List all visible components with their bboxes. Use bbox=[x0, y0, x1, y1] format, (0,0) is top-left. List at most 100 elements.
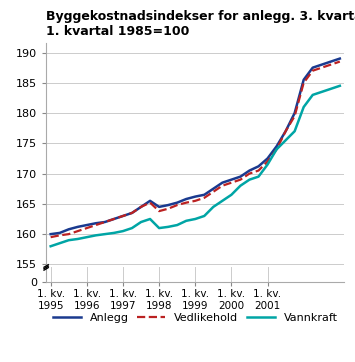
Anlegg bbox=[329, 59, 333, 64]
Anlegg bbox=[157, 205, 161, 209]
Vannkraft bbox=[148, 217, 152, 221]
Vedlikehold bbox=[130, 211, 134, 215]
Anlegg bbox=[49, 232, 53, 236]
Vedlikehold bbox=[229, 181, 234, 185]
Anlegg bbox=[166, 203, 170, 207]
Vannkraft bbox=[166, 225, 170, 229]
Vedlikehold bbox=[175, 203, 179, 207]
Anlegg bbox=[293, 111, 297, 115]
Vannkraft bbox=[301, 105, 306, 109]
Vannkraft bbox=[329, 87, 333, 91]
Vannkraft bbox=[256, 174, 261, 179]
Vedlikehold bbox=[85, 226, 89, 230]
Vannkraft bbox=[103, 232, 107, 236]
Vedlikehold bbox=[238, 177, 242, 182]
Vedlikehold bbox=[311, 68, 315, 73]
Vedlikehold bbox=[247, 172, 252, 176]
Vannkraft bbox=[157, 226, 161, 230]
Vannkraft bbox=[311, 93, 315, 97]
Vedlikehold bbox=[94, 223, 98, 227]
Vedlikehold bbox=[193, 199, 197, 203]
Vedlikehold bbox=[49, 235, 53, 239]
Anlegg bbox=[67, 227, 71, 231]
Vedlikehold bbox=[184, 201, 189, 205]
Anlegg bbox=[130, 211, 134, 215]
Vedlikehold bbox=[338, 59, 342, 64]
Vannkraft bbox=[76, 237, 80, 241]
Vannkraft bbox=[67, 238, 71, 242]
Vedlikehold bbox=[256, 168, 261, 173]
Vannkraft bbox=[85, 235, 89, 239]
Anlegg bbox=[202, 193, 206, 197]
Vannkraft bbox=[284, 138, 288, 143]
Anlegg bbox=[184, 197, 189, 201]
Anlegg bbox=[338, 56, 342, 61]
Anlegg bbox=[320, 63, 324, 67]
Vedlikehold bbox=[148, 201, 152, 205]
Anlegg bbox=[139, 205, 143, 209]
Vannkraft bbox=[338, 84, 342, 88]
Vedlikehold bbox=[266, 159, 270, 164]
Vannkraft bbox=[58, 241, 62, 245]
Vannkraft bbox=[238, 184, 242, 188]
Vedlikehold bbox=[202, 195, 206, 200]
Vannkraft bbox=[94, 233, 98, 237]
Vedlikehold bbox=[220, 184, 224, 188]
Anlegg bbox=[266, 156, 270, 161]
Vannkraft bbox=[49, 244, 53, 248]
Vannkraft bbox=[139, 220, 143, 224]
Vedlikehold bbox=[139, 205, 143, 209]
Vannkraft bbox=[293, 129, 297, 133]
Line: Vannkraft: Vannkraft bbox=[51, 86, 340, 246]
Anlegg bbox=[112, 217, 116, 221]
Vedlikehold bbox=[76, 229, 80, 233]
Anlegg bbox=[211, 186, 215, 191]
Vedlikehold bbox=[293, 114, 297, 118]
Anlegg bbox=[256, 164, 261, 168]
Line: Anlegg: Anlegg bbox=[51, 59, 340, 234]
Anlegg bbox=[103, 220, 107, 224]
Vannkraft bbox=[202, 214, 206, 218]
Vedlikehold bbox=[112, 217, 116, 221]
Anlegg bbox=[94, 221, 98, 226]
Anlegg bbox=[311, 66, 315, 70]
Anlegg bbox=[229, 177, 234, 182]
Anlegg bbox=[58, 231, 62, 235]
Anlegg bbox=[284, 129, 288, 133]
Vannkraft bbox=[220, 199, 224, 203]
Anlegg bbox=[76, 225, 80, 229]
Vedlikehold bbox=[58, 233, 62, 237]
Vannkraft bbox=[266, 162, 270, 167]
Vannkraft bbox=[320, 90, 324, 94]
Vedlikehold bbox=[329, 63, 333, 67]
Legend: Anlegg, Vedlikehold, Vannkraft: Anlegg, Vedlikehold, Vannkraft bbox=[48, 308, 342, 327]
Text: Byggekostnadsindekser for anlegg. 3. kvartal 2001.
1. kvartal 1985=100: Byggekostnadsindekser for anlegg. 3. kva… bbox=[46, 10, 355, 38]
Anlegg bbox=[220, 181, 224, 185]
Vannkraft bbox=[247, 177, 252, 182]
Vannkraft bbox=[193, 217, 197, 221]
Vannkraft bbox=[184, 219, 189, 223]
Vedlikehold bbox=[103, 220, 107, 224]
Vannkraft bbox=[175, 223, 179, 227]
Vannkraft bbox=[121, 229, 125, 233]
Vedlikehold bbox=[284, 129, 288, 133]
Vannkraft bbox=[130, 226, 134, 230]
Anlegg bbox=[238, 174, 242, 179]
Vannkraft bbox=[211, 205, 215, 209]
Vannkraft bbox=[112, 231, 116, 235]
Anlegg bbox=[301, 77, 306, 82]
Anlegg bbox=[247, 168, 252, 173]
Vannkraft bbox=[274, 147, 279, 152]
Vedlikehold bbox=[211, 190, 215, 194]
Vedlikehold bbox=[274, 147, 279, 152]
Line: Vedlikehold: Vedlikehold bbox=[51, 62, 340, 237]
Anlegg bbox=[175, 201, 179, 205]
Vedlikehold bbox=[166, 207, 170, 211]
Vedlikehold bbox=[157, 209, 161, 213]
Anlegg bbox=[85, 223, 89, 227]
Vedlikehold bbox=[121, 214, 125, 218]
Anlegg bbox=[148, 199, 152, 203]
Vedlikehold bbox=[67, 232, 71, 236]
Anlegg bbox=[274, 144, 279, 148]
Vannkraft bbox=[229, 193, 234, 197]
